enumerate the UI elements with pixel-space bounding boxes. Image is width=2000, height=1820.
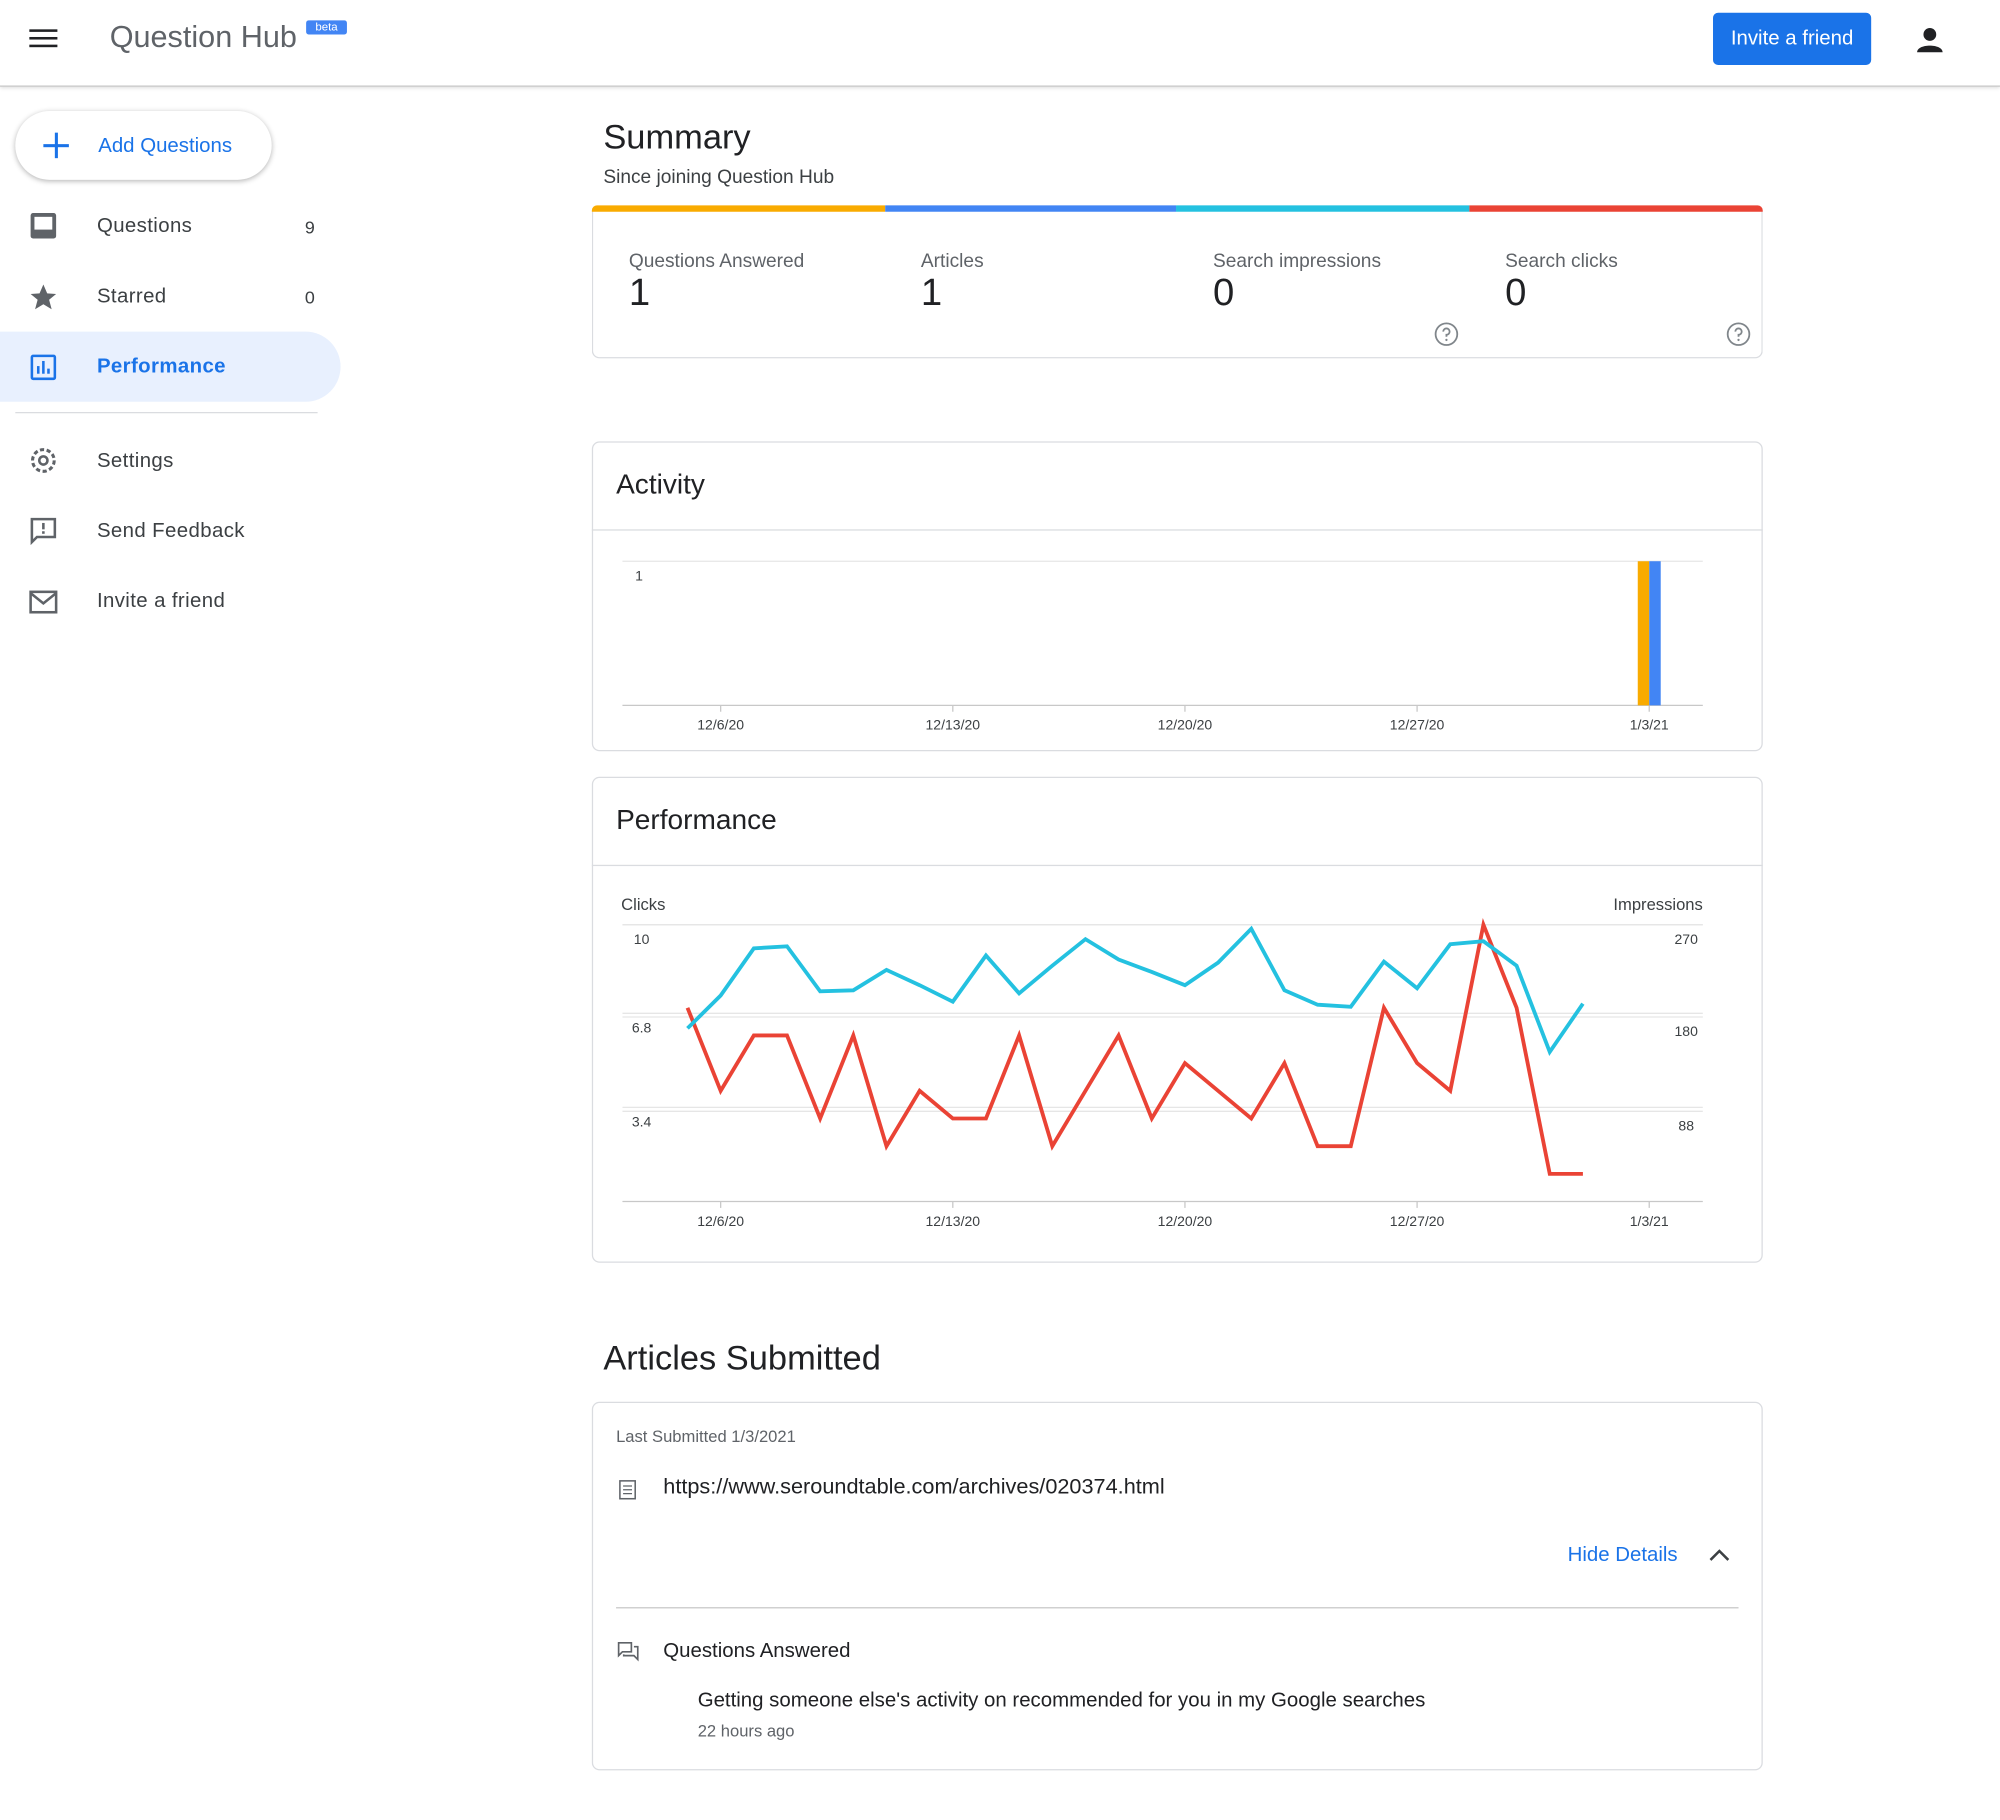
summary-title: Summary — [603, 117, 751, 157]
doc-icon — [619, 1480, 636, 1500]
section-title: Questions Answered — [663, 1640, 851, 1662]
y-axis-title: Clicks — [621, 894, 666, 914]
stat-value: 1 — [628, 271, 651, 314]
nav-item[interactable]: Questions — [96, 215, 193, 238]
mail-icon — [29, 590, 58, 614]
details-divider — [616, 1607, 1739, 1609]
activity-card — [591, 441, 1763, 752]
articles-card — [591, 1401, 1763, 1771]
stat-bar — [1469, 205, 1763, 212]
summary-subtitle: Since joining Question Hub — [603, 166, 835, 189]
articles-title: Articles Submitted — [603, 1338, 881, 1377]
feedback-icon — [30, 517, 57, 546]
y2-axis-title: Impressions — [1613, 894, 1703, 914]
performance-card — [591, 776, 1763, 1263]
plus-icon — [43, 132, 69, 159]
question-text[interactable]: Getting someone else's activity on recom… — [697, 1690, 1426, 1712]
card-divider — [591, 864, 1763, 867]
nav-divider — [15, 411, 318, 414]
card-divider — [591, 529, 1763, 531]
star-icon — [30, 284, 57, 310]
nav-item[interactable]: Settings — [96, 450, 174, 472]
chevron-up[interactable] — [1708, 1546, 1731, 1564]
beta-badge: beta — [306, 20, 347, 35]
nav-item-active[interactable]: Performance — [96, 355, 226, 378]
invite-button[interactable]: Invite a friend — [1713, 12, 1872, 66]
stat-value: 0 — [1213, 271, 1235, 314]
question-time: 22 hours ago — [697, 1721, 795, 1741]
help-icon[interactable] — [1726, 321, 1752, 347]
stat-value: 0 — [1505, 271, 1527, 314]
last-submitted: Last Submitted 1/3/2021 — [616, 1426, 796, 1446]
card-title: Performance — [616, 803, 777, 836]
account-icon[interactable] — [1915, 24, 1946, 55]
stat-label: Search clicks — [1505, 250, 1618, 273]
stat-label: Questions Answered — [628, 250, 805, 273]
card-title: Activity — [616, 468, 705, 500]
summary-card — [591, 205, 1763, 359]
menu-icon[interactable] — [28, 26, 59, 52]
inbox-icon — [30, 213, 57, 239]
stat-bar — [591, 205, 886, 212]
stat-value: 1 — [920, 271, 943, 314]
nav-item[interactable]: Starred — [96, 285, 167, 308]
hide-details[interactable]: Hide Details — [1567, 1544, 1678, 1567]
nav-count: 0 — [304, 286, 315, 308]
stat-bar — [1176, 205, 1470, 212]
app-title: Question Hub — [109, 20, 297, 55]
stat-label: Articles — [920, 250, 984, 273]
stat-bar — [885, 205, 1177, 212]
chart-icon — [30, 354, 57, 381]
nav-item[interactable]: Invite a friend — [96, 590, 226, 613]
help-icon[interactable] — [1434, 321, 1460, 347]
nav-item[interactable]: Send Feedback — [96, 520, 245, 543]
article-url[interactable]: https://www.seroundtable.com/archives/02… — [663, 1474, 1165, 1499]
top-bar — [0, 0, 2000, 87]
add-questions-label: Add Questions — [98, 135, 233, 157]
nav-count: 9 — [304, 216, 315, 238]
stat-label: Search impressions — [1213, 250, 1382, 273]
nav-active-bg — [0, 331, 341, 402]
forum-icon — [617, 1642, 639, 1662]
settings-icon — [30, 448, 56, 473]
